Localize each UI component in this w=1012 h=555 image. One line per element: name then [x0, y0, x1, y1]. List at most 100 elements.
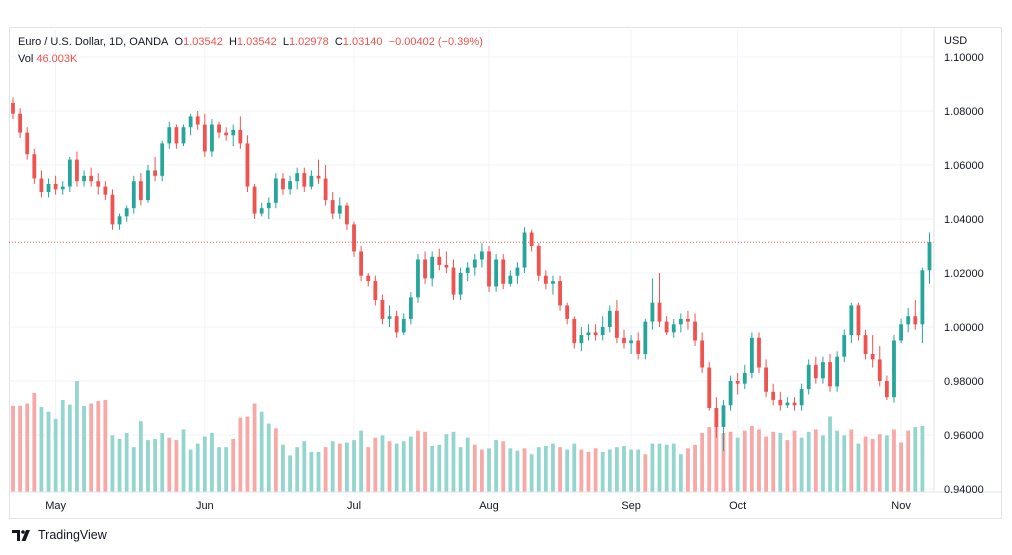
candle-body: [394, 316, 399, 333]
volume-bar: [593, 448, 598, 492]
candle-body: [849, 305, 854, 336]
candle-body: [316, 175, 321, 179]
candle-body: [792, 402, 797, 406]
candle-body: [728, 381, 733, 406]
volume-bar: [487, 448, 491, 492]
volume-bar: [693, 444, 697, 492]
price-chart[interactable]: USD 1.100001.080001.060001.040001.020001…: [0, 0, 1012, 520]
volume-bar: [153, 438, 157, 492]
volume-bar: [146, 440, 150, 492]
volume-bar: [465, 437, 470, 492]
candle-body: [749, 337, 754, 373]
candle-body: [437, 256, 442, 265]
volume-bar: [835, 430, 840, 492]
candle-body: [323, 178, 328, 201]
volume-bar: [11, 405, 15, 492]
ohlc-row: Euro / U.S. Dollar, 1D, OANDA O1.03542 H…: [18, 34, 483, 51]
candle-body: [742, 372, 747, 384]
volume-bar: [345, 442, 349, 492]
price-tick-label: 1.10000: [944, 52, 984, 64]
candle-body: [884, 381, 889, 398]
volume-bar: [266, 423, 271, 492]
candle-body: [259, 208, 264, 214]
volume-bar: [913, 427, 918, 492]
time-tick-label: Nov: [891, 500, 911, 512]
volume-bar: [842, 435, 847, 492]
candle-body: [60, 186, 65, 190]
volume-bar: [25, 403, 30, 492]
volume-bar: [863, 436, 868, 492]
volume-bar: [501, 441, 506, 492]
tradingview-brand[interactable]: TradingView: [12, 528, 107, 542]
candle-body: [89, 175, 94, 182]
close-key: C: [334, 36, 343, 48]
volume-bar: [359, 430, 364, 492]
volume-bar: [828, 416, 832, 492]
candle-body: [686, 318, 690, 322]
volume-bar: [472, 444, 477, 492]
candle-body: [551, 281, 555, 284]
candle-body: [835, 356, 840, 387]
volume-bar: [67, 404, 72, 492]
volume-bar: [366, 447, 371, 492]
volume-bar: [714, 424, 719, 492]
volume-bar: [174, 440, 179, 492]
candle-body: [373, 281, 378, 300]
candle-body: [273, 178, 278, 203]
time-tick-label: May: [45, 500, 66, 512]
volume-bar: [778, 433, 783, 492]
open-value: 1.03542: [183, 36, 223, 48]
low-value: 1.02978: [288, 36, 329, 48]
candle-body: [877, 359, 882, 381]
candle-body: [423, 259, 427, 279]
grid-lines: [9, 27, 934, 492]
volume-bar: [749, 425, 754, 492]
volume-bar: [138, 421, 143, 492]
candle-body: [167, 127, 172, 144]
candle-body: [32, 154, 37, 179]
volume-bar: [870, 438, 875, 492]
chart-legend: Euro / U.S. Dollar, 1D, OANDA O1.03542 H…: [18, 34, 483, 68]
volume-bar: [430, 445, 435, 492]
volume-bar: [785, 440, 790, 492]
price-tick-label: 0.98000: [944, 376, 984, 388]
candle-body: [565, 305, 570, 319]
candle-body: [124, 208, 129, 217]
volume-bar: [60, 399, 65, 492]
candle-body: [146, 170, 150, 201]
volume-bar: [273, 428, 278, 492]
candle-body: [11, 102, 15, 114]
candle-body: [579, 335, 584, 344]
volume-bar: [117, 438, 122, 492]
close-value: 1.03140: [342, 36, 383, 48]
volume-bar: [238, 417, 243, 492]
volume-bar: [316, 451, 321, 492]
volume-bar: [742, 430, 747, 492]
time-tick-label: Jul: [347, 500, 361, 512]
candlestick-series: [11, 97, 932, 452]
candle-body: [337, 205, 342, 214]
candle-body: [302, 173, 307, 187]
candle-body: [920, 270, 925, 325]
candle-body: [700, 340, 705, 368]
price-axis[interactable]: 1.10000 1.08000 1.06000 1.04000 1.02000 1.000…: [944, 52, 984, 496]
volume-bar: [543, 445, 548, 492]
candle-body: [202, 124, 207, 152]
candle-body: [465, 267, 470, 273]
candle-body: [586, 332, 591, 336]
volume-bar: [529, 454, 534, 492]
candle-body: [906, 316, 911, 325]
candle-body: [380, 300, 385, 319]
volume-bar: [302, 441, 307, 492]
volume-bar: [515, 450, 520, 492]
candle-body: [813, 364, 818, 379]
volume-bar: [281, 444, 285, 492]
volume-bar: [167, 437, 172, 492]
candle-body: [735, 381, 740, 384]
candle-body: [785, 402, 790, 406]
time-axis[interactable]: May Jun Jul Aug Sep Oct Nov: [45, 500, 911, 512]
candle-body: [82, 175, 86, 182]
symbol-title[interactable]: Euro / U.S. Dollar, 1D, OANDA: [18, 36, 169, 48]
candle-body: [472, 259, 477, 268]
price-tick-label: 1.08000: [944, 106, 984, 118]
